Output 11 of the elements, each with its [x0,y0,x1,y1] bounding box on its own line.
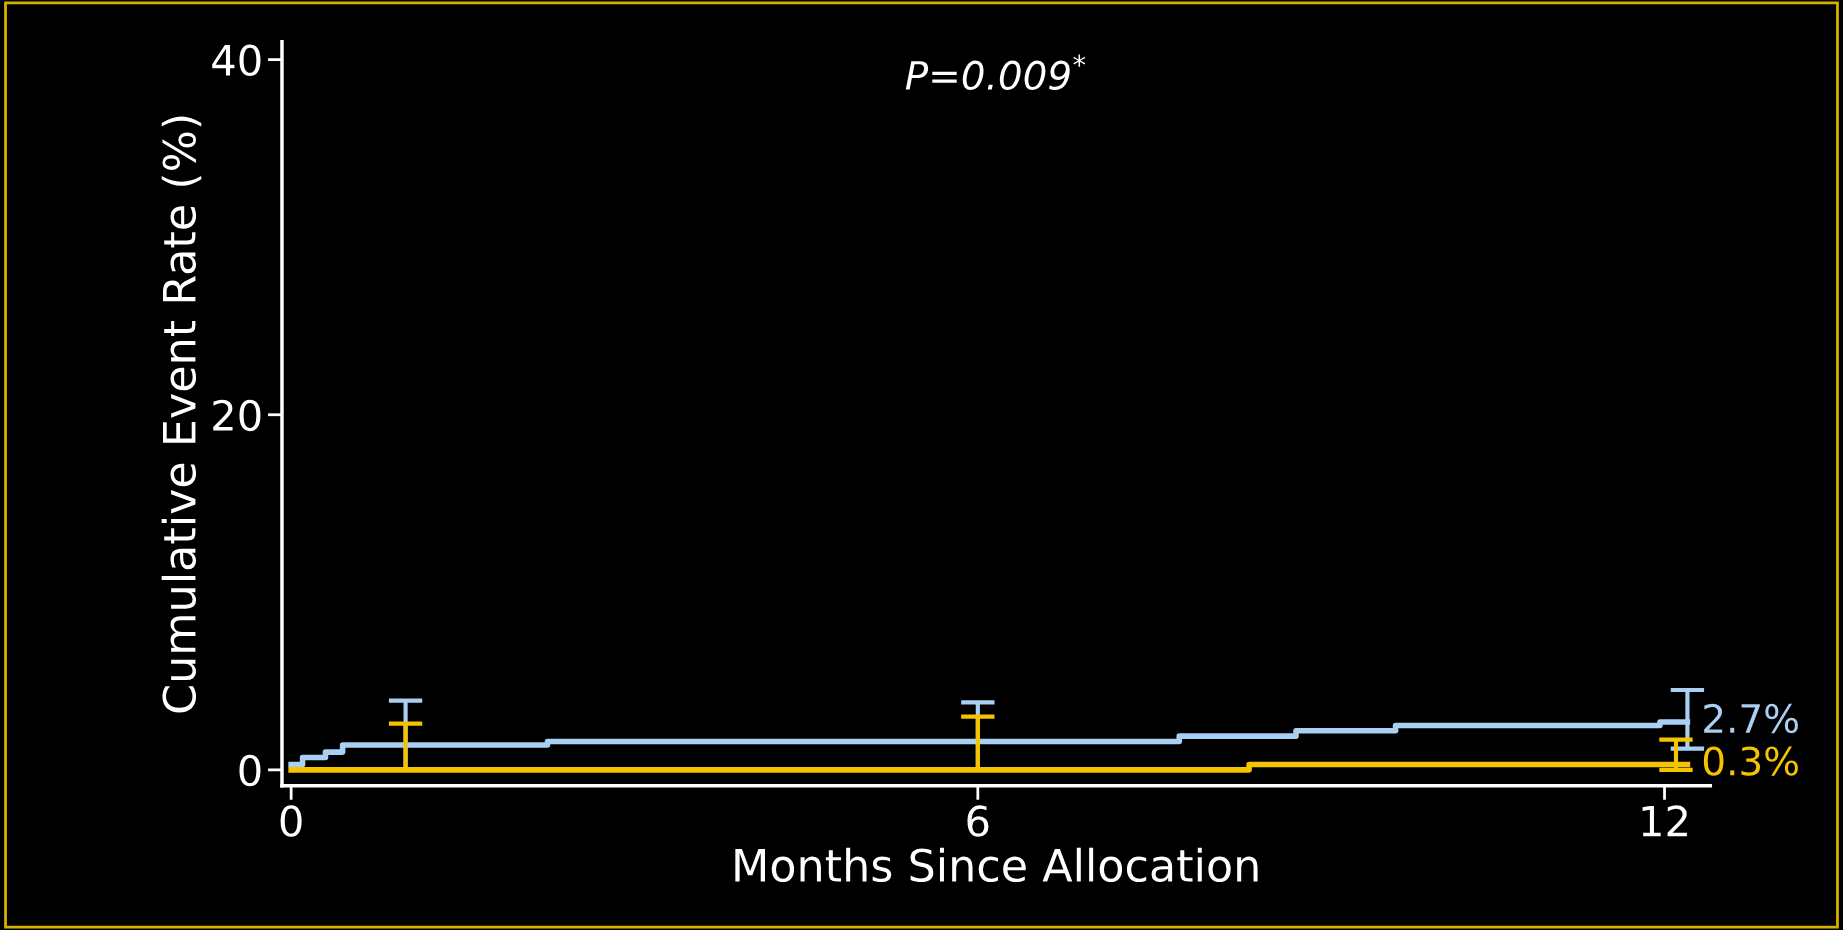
x-axis-title: Months Since Allocation [735,847,1258,883]
annotation: 0.3% [1703,746,1798,776]
y-tick-label: 0 [239,754,261,787]
x-tick-label: 0 [280,805,302,837]
x-tick-label: 6 [967,805,989,837]
y-tick-label: 40 [212,44,261,77]
y-axis-title: Cumulative Event Rate (%) [161,116,202,713]
x-tick-label: 12 [1642,805,1687,837]
annotation: P=0.009$^{*}$ [905,54,1086,91]
y-tick-label: 20 [213,399,261,432]
annotation: 2.7% [1704,703,1798,734]
